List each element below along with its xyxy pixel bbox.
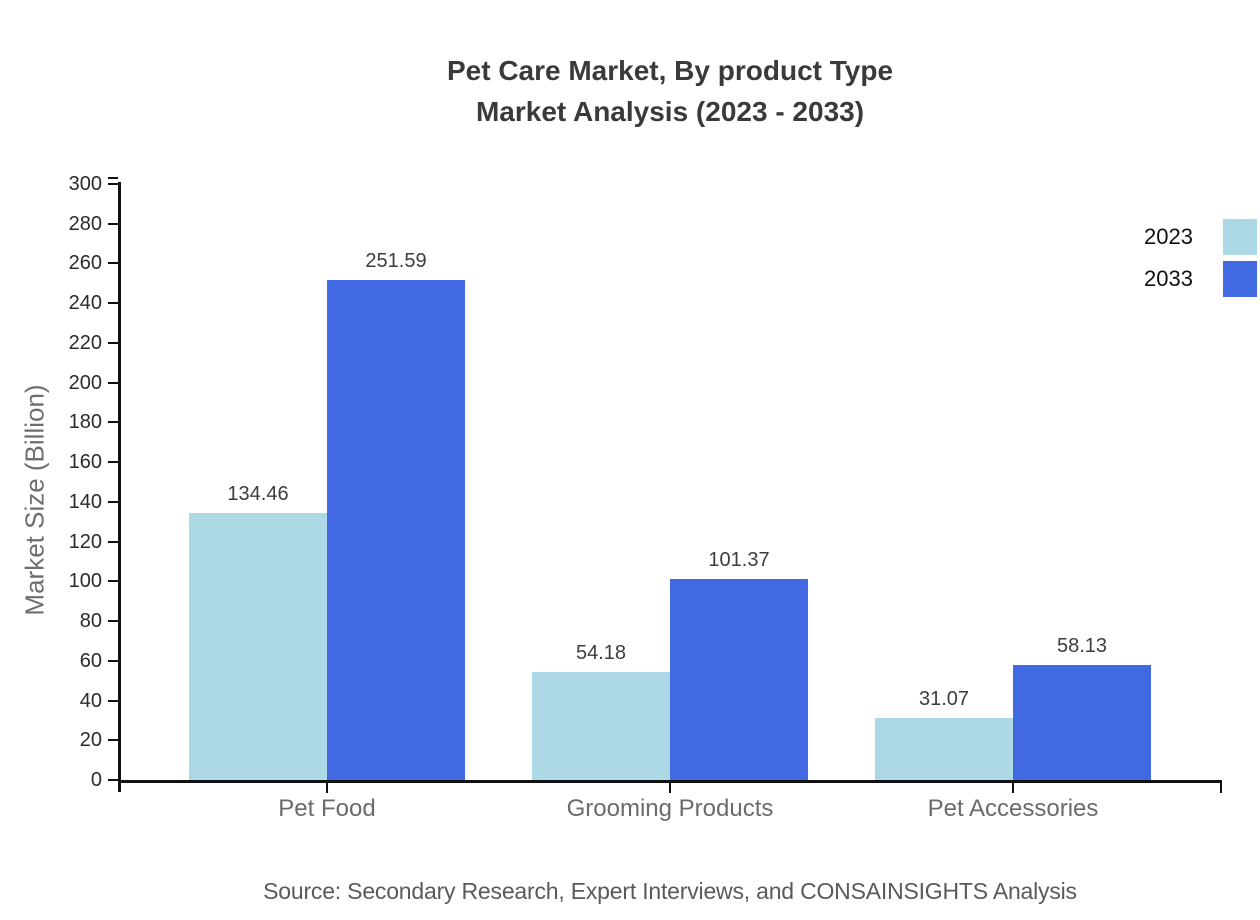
- value-label: 251.59: [365, 250, 427, 273]
- y-tick: [108, 620, 118, 623]
- y-tick: [108, 699, 118, 702]
- y-tick-label: 40: [79, 689, 102, 712]
- y-tick-label: 280: [68, 212, 102, 235]
- legend-swatch-2033: [1223, 261, 1257, 297]
- x-tick: [1012, 783, 1014, 793]
- y-tick: [108, 183, 118, 185]
- y-tick-label: 0: [90, 769, 102, 791]
- y-tick-label: 240: [68, 292, 102, 315]
- bar-2023-pet-accessories: [875, 718, 1013, 780]
- legend-item-2023: 2023: [1040, 219, 1257, 255]
- y-tick: [108, 461, 118, 464]
- y-tick: [108, 302, 118, 305]
- legend-label-2023: 2023: [1144, 224, 1193, 249]
- y-tick: [108, 500, 118, 503]
- chart-title-line1: Pet Care Market, By product Type: [446, 55, 894, 86]
- y-tick: [108, 222, 118, 225]
- category-label-pet-accessories: Pet Accessories: [927, 795, 1099, 822]
- y-axis-endcap: [108, 177, 118, 179]
- x-axis-end-tick: [1220, 783, 1222, 793]
- y-tick-label: 200: [68, 371, 102, 394]
- bar-2023-pet-food: [189, 512, 327, 780]
- x-tick: [669, 783, 671, 793]
- y-tick: [108, 540, 118, 543]
- value-label: 31.07: [918, 688, 970, 711]
- y-tick: [108, 779, 118, 781]
- source-note: Source: Secondary Research, Expert Inter…: [263, 878, 1077, 904]
- y-tick-label: 80: [79, 610, 102, 633]
- y-tick: [108, 659, 118, 662]
- y-tick: [108, 262, 118, 265]
- category-label-pet-food: Pet Food: [278, 795, 376, 822]
- y-tick-label: 220: [68, 331, 102, 354]
- value-label: 58.13: [1056, 634, 1108, 657]
- value-label: 134.46: [227, 482, 289, 505]
- y-tick-label: 260: [68, 252, 102, 275]
- value-label: 54.18: [575, 642, 627, 665]
- y-tick: [108, 341, 118, 344]
- x-axis-line: [118, 780, 1222, 783]
- y-tick-label: 120: [68, 530, 102, 553]
- y-tick: [108, 381, 118, 384]
- y-tick-label: 160: [68, 451, 102, 474]
- y-tick-label: 100: [68, 570, 102, 593]
- legend-label-2033: 2033: [1144, 266, 1193, 291]
- y-tick: [108, 421, 118, 424]
- y-tick-label: 20: [79, 729, 102, 752]
- chart-title: Pet Care Market, By product Type Market …: [118, 50, 1222, 132]
- y-tick-label: 60: [79, 649, 102, 672]
- bar-2023-grooming-products: [532, 672, 670, 780]
- y-tick: [108, 739, 118, 742]
- bar-2033-pet-accessories: [1013, 664, 1151, 780]
- value-label: 101.37: [708, 548, 770, 571]
- y-tick: [108, 580, 118, 583]
- bar-2033-grooming-products: [670, 578, 808, 780]
- chart-title-line2: Market Analysis (2023 - 2033): [475, 96, 865, 127]
- legend-item-2033: 2033: [1040, 261, 1257, 297]
- legend: 2023 2033: [1040, 219, 1257, 297]
- y-tick-label: 300: [68, 173, 102, 195]
- category-label-grooming-products: Grooming Products: [566, 795, 774, 822]
- y-tick-label: 140: [68, 490, 102, 513]
- x-tick: [326, 783, 328, 793]
- y-tick-label: 180: [68, 411, 102, 434]
- legend-swatch-2023: [1223, 219, 1257, 255]
- bar-2033-pet-food: [327, 280, 465, 780]
- y-axis-line: [118, 182, 121, 792]
